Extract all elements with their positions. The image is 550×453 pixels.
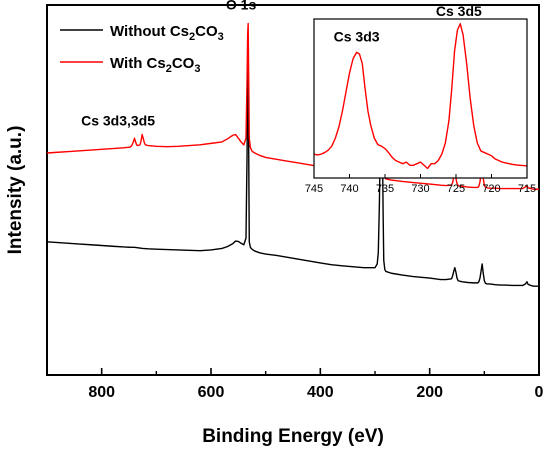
inset-series-layer xyxy=(313,23,528,170)
inset-x-ticks: 745 740 735 730 725 720 715 xyxy=(305,174,536,195)
inset-annotation: Cs 3d5 xyxy=(436,3,482,19)
legend-label-with: With Cs2CO3 xyxy=(110,55,200,75)
main-x-tick-label: 600 xyxy=(198,384,225,401)
legend-label-without: Without Cs2CO3 xyxy=(110,23,224,43)
inset-x-tick-label: 740 xyxy=(340,183,358,195)
inset-x-tick-label: 745 xyxy=(305,183,323,195)
inset-x-tick-label: 720 xyxy=(482,183,500,195)
inset-x-tick-label: 730 xyxy=(411,183,429,195)
legend: Without Cs2CO3 With Cs2CO3 xyxy=(60,23,224,75)
inset-x-tick-label: 735 xyxy=(376,183,394,195)
main-annotation: Cs 3d3,3d5 xyxy=(81,112,155,128)
inset-x-tick-label: 725 xyxy=(447,183,465,195)
inset-background xyxy=(314,19,527,178)
main-plot-frame xyxy=(46,4,540,376)
main-annotation: O 1s xyxy=(226,0,257,12)
main-series-line-0 xyxy=(46,41,539,287)
inset-annotations: Cs 3d3 Cs 3d5 xyxy=(334,3,482,44)
y-axis-label: Intensity (a.u.) xyxy=(5,126,26,255)
main-x-tick-label: 800 xyxy=(88,384,115,401)
inset-series-line-0 xyxy=(313,23,528,170)
inset-x-tick-label: 715 xyxy=(518,183,536,195)
main-x-tick-label: 200 xyxy=(416,384,443,401)
main-x-tick-label: 400 xyxy=(307,384,334,401)
x-axis-label: Binding Energy (eV) xyxy=(202,426,384,447)
main-x-ticks: 800 600 400 200 0 xyxy=(46,368,544,401)
inset-annotation: Cs 3d3 xyxy=(334,28,380,44)
main-x-tick-label: 0 xyxy=(535,384,544,401)
